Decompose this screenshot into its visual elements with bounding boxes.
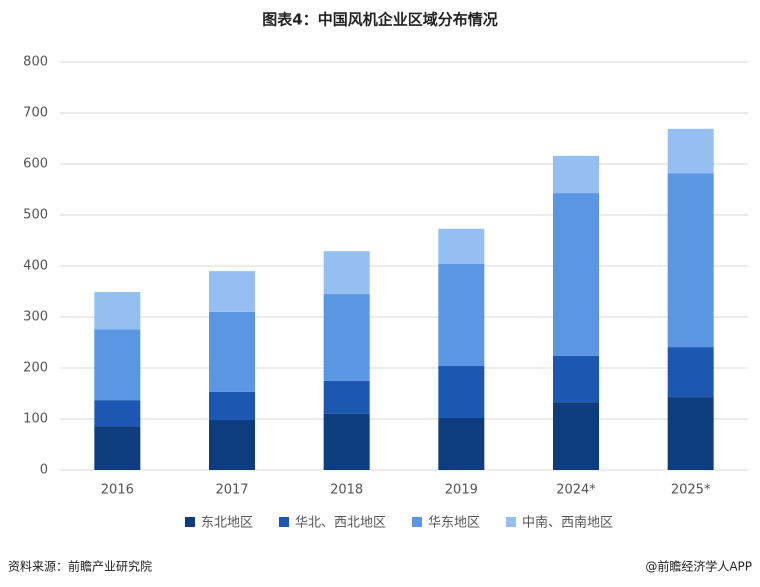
bar-segment <box>209 420 255 470</box>
bar-segment <box>553 193 599 356</box>
bar-segment <box>209 391 255 421</box>
bar-segment <box>94 400 141 427</box>
legend-swatch <box>412 517 422 527</box>
bar-segment <box>323 251 370 295</box>
y-tick-label: 400 <box>23 259 48 274</box>
bar-segment <box>667 128 714 174</box>
chart-title: 图表4：中国风机企业区域分布情况 <box>262 11 497 29</box>
legend-swatch <box>185 517 195 527</box>
y-tick-label: 200 <box>23 361 48 376</box>
x-tick-label: 2019 <box>445 483 478 498</box>
x-tick-label: 2018 <box>330 483 363 498</box>
bar-segment <box>209 311 255 392</box>
bar-segment <box>209 271 255 312</box>
x-tick-label: 2024* <box>556 483 596 498</box>
bar-segment <box>323 413 370 470</box>
bar-segment <box>94 426 141 470</box>
bar-segment <box>553 355 599 403</box>
bar-segment <box>553 402 599 470</box>
y-tick-label: 800 <box>23 55 48 70</box>
y-tick-label: 500 <box>23 208 48 223</box>
legend-label: 华北、西北地区 <box>295 516 386 531</box>
x-tick-label: 2016 <box>101 483 134 498</box>
y-tick-label: 600 <box>23 157 48 172</box>
legend-label: 华东地区 <box>428 516 480 531</box>
bar-segment <box>323 380 370 414</box>
bar-segment <box>438 365 485 418</box>
bar-segment <box>94 292 141 330</box>
legend-swatch <box>279 517 289 527</box>
y-tick-label: 300 <box>23 310 48 325</box>
legend-swatch <box>506 517 516 527</box>
legend-label: 中南、西南地区 <box>522 515 613 531</box>
x-tick-label: 2017 <box>215 483 248 498</box>
y-tick-label: 700 <box>23 106 48 121</box>
bar-segment <box>667 173 714 348</box>
legend-label: 东北地区 <box>201 516 253 531</box>
bar-segment <box>94 329 141 401</box>
y-tick-label: 0 <box>40 463 48 478</box>
bar-segment <box>323 294 370 381</box>
bar-segment <box>438 417 485 470</box>
bar-segment <box>667 347 714 398</box>
bar-segment <box>438 263 485 366</box>
bar-segment <box>553 155 599 194</box>
bar-segment <box>438 228 485 264</box>
bar-segment <box>667 397 714 470</box>
source-note: 资料来源：前瞻产业研究院 <box>8 559 152 574</box>
x-tick-label: 2025* <box>671 483 711 498</box>
y-tick-label: 100 <box>23 412 48 427</box>
credit: @前瞻经济学人APP <box>645 559 752 574</box>
